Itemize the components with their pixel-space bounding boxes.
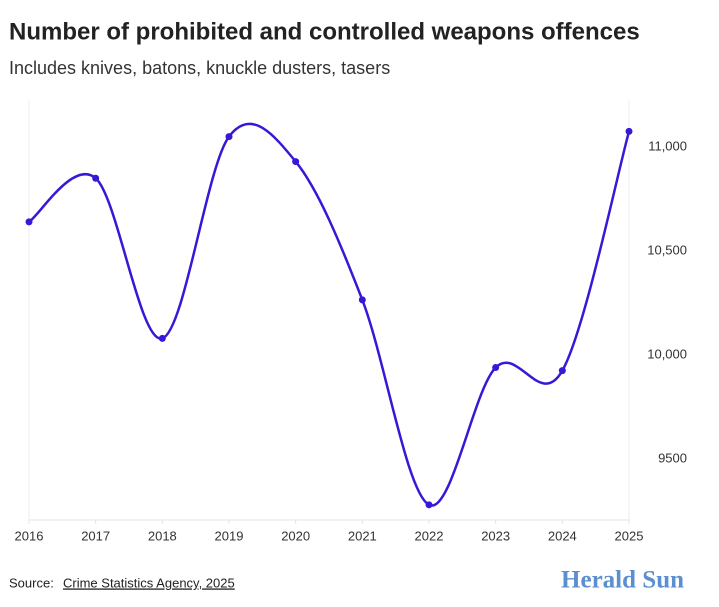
point [358, 296, 366, 304]
brand-logo: Herald Sun [561, 567, 684, 594]
source-link[interactable]: Crime Statistics Agency, 2025 [63, 575, 235, 590]
x-tick-label: 2017 [81, 528, 110, 543]
y-tick-label: 11,000 [648, 138, 687, 153]
source-label: Source: [9, 575, 54, 590]
y-tick-label: 9500 [658, 450, 687, 465]
point [425, 501, 433, 509]
x-tick-label: 2022 [415, 528, 444, 543]
point [492, 364, 500, 372]
point [292, 158, 300, 166]
x-tick-label: 2018 [148, 528, 177, 543]
y-tick-label: 10,500 [647, 242, 687, 257]
x-tick-label: 2021 [348, 528, 377, 543]
point [225, 133, 233, 141]
x-tick-label: 2016 [15, 528, 44, 543]
x-tick-label: 2020 [281, 528, 310, 543]
point [92, 174, 100, 182]
point [625, 127, 633, 135]
point [158, 334, 166, 342]
x-tick-label: 2023 [481, 528, 510, 543]
line [28, 122, 631, 507]
chart-title: Number of prohibited and controlled weap… [9, 18, 640, 45]
y-tick-label: 10,000 [647, 346, 687, 361]
point [25, 218, 33, 226]
x-tick-label: 2025 [615, 528, 644, 543]
x-tick-label: 2024 [548, 528, 577, 543]
point [558, 367, 566, 375]
chart-subtitle: Includes knives, batons, knuckle dusters… [9, 58, 390, 78]
x-tick-label: 2019 [215, 528, 244, 543]
